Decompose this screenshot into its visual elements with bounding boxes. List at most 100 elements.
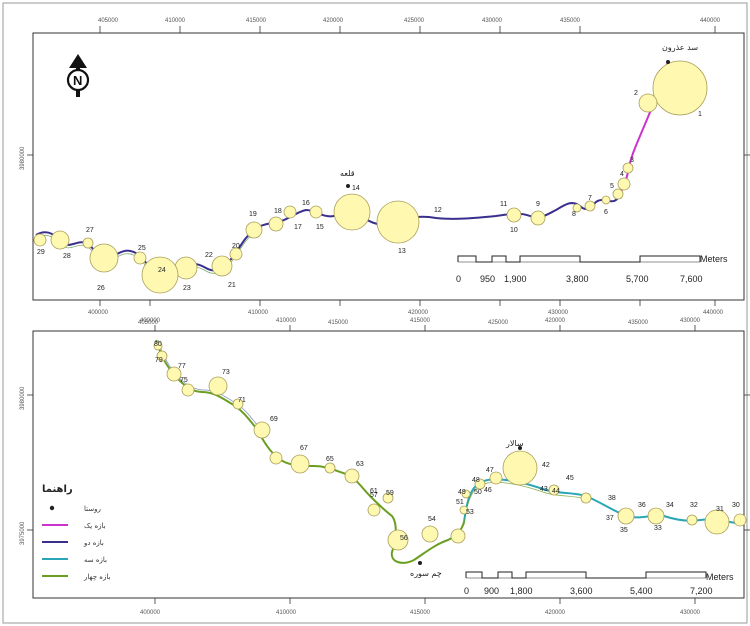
- legend-item-label: روستا: [84, 505, 101, 513]
- legend-item: بازه یک: [42, 522, 106, 530]
- map-circle: [617, 507, 635, 525]
- circle-label: 57: [370, 492, 378, 499]
- map-circle: [245, 221, 263, 239]
- map-circle: [638, 93, 658, 113]
- map-circle: [601, 195, 611, 205]
- scale-label: 1,900: [504, 274, 527, 284]
- circle-label: 42: [542, 462, 550, 469]
- scale-label: 3,600: [570, 586, 593, 596]
- tick-label: 430000: [548, 310, 569, 316]
- circle-label: 3: [630, 157, 634, 164]
- circle-label: 9: [536, 201, 540, 208]
- scale-unit: Meters: [706, 572, 734, 582]
- circle-label: 7: [588, 195, 592, 202]
- map-circle: [269, 451, 283, 465]
- map-circle: [156, 350, 168, 362]
- circle-label: 28: [63, 253, 71, 260]
- legend-item: بازه دو: [42, 539, 104, 547]
- scale-label: 3,800: [566, 274, 589, 284]
- tick-label: 3980000: [20, 146, 26, 170]
- map-circle: [459, 505, 469, 515]
- circle-label: 63: [356, 461, 364, 468]
- places-top: سد عذرون قلعه: [340, 43, 698, 188]
- scale-label: 950: [480, 274, 495, 284]
- legend-title: راهنما: [42, 484, 73, 495]
- north-arrow-icon: N: [66, 54, 90, 97]
- map-circle: [506, 207, 522, 223]
- map-circle: [367, 503, 381, 517]
- scale-label: 1,800: [510, 586, 533, 596]
- legend-item-label: بازه یک: [84, 522, 106, 530]
- circle-label: 8: [572, 211, 576, 218]
- circle-label: 61: [370, 488, 378, 495]
- legend-item-label: بازه سه: [84, 556, 107, 564]
- river-reach-two: [35, 197, 619, 274]
- circle-label: 5: [610, 183, 614, 190]
- circle-label: 23: [183, 285, 191, 292]
- tick-label: 435000: [628, 320, 649, 326]
- scale-label: 5,400: [630, 586, 653, 596]
- place-label: سد عذرون: [662, 43, 698, 52]
- map-circle: [344, 468, 360, 484]
- circle-label: 45: [566, 475, 574, 482]
- circle-label: 25: [138, 245, 146, 252]
- circle-label: 59: [386, 490, 394, 497]
- tick-label: 425000: [404, 18, 425, 24]
- map-circle: [232, 398, 244, 410]
- map-circle: [208, 376, 228, 396]
- circle-label: 54: [428, 516, 436, 523]
- tick-label: 400000: [140, 318, 161, 324]
- circle-label: 13: [398, 248, 406, 255]
- tick-label: 420000: [408, 310, 429, 316]
- map-circle: [622, 162, 634, 174]
- circle-label: 49: [458, 489, 466, 496]
- legend: راهنما روستا بازه یک بازه دو بازه سه باز…: [42, 484, 110, 581]
- circle-label: 14: [352, 185, 360, 192]
- top-panel-top-ticks: 405000 410000 415000 420000 425000 43000…: [98, 18, 721, 33]
- circle-label: 10: [510, 227, 518, 234]
- legend-item: بازه سه: [42, 556, 107, 564]
- circle-labels-top: 1 2 3 4 5 6 7 8 9 10 11 12 13 14 15 16 1…: [37, 90, 702, 292]
- tick-label: 420000: [545, 318, 566, 324]
- circle-label: 38: [608, 495, 616, 502]
- map-circle: [50, 230, 70, 250]
- place-label: سالار: [505, 439, 524, 448]
- tick-label: 405000: [138, 320, 159, 326]
- circle-label: 35: [620, 527, 628, 534]
- map-circle: [474, 478, 486, 490]
- circle-label: 29: [37, 249, 45, 256]
- circles-bottom: [153, 341, 747, 551]
- map-circle: [33, 233, 47, 247]
- circle-label: 37: [606, 515, 614, 522]
- circle-labels-bottom: 30 31 32 33 34 35 36 37 38 42 43 44 45 4…: [154, 341, 740, 542]
- tick-label: 430000: [680, 610, 701, 616]
- map-circle: [133, 251, 147, 265]
- map-circle: [733, 513, 747, 527]
- circle-label: 46: [484, 487, 492, 494]
- map-circle: [229, 247, 243, 261]
- legend-item: روستا: [49, 505, 101, 513]
- legend-item: بازه چهار: [42, 573, 110, 581]
- river-reach-four-shadow: [157, 339, 259, 427]
- bottom-panel-bottom-ticks: 400000 410000 415000 420000 430000: [140, 598, 701, 616]
- circle-label: 73: [222, 369, 230, 376]
- tick-label: 435000: [560, 18, 581, 24]
- scale-unit: Meters: [700, 254, 728, 264]
- tick-label: 400000: [88, 310, 109, 316]
- circle-label: 11: [500, 201, 507, 208]
- map-circle: [580, 492, 592, 504]
- circle-label: 56: [400, 535, 408, 542]
- map-circle: [572, 203, 582, 213]
- tick-label: 420000: [545, 610, 566, 616]
- tick-label: 420000: [323, 18, 344, 24]
- scale-label: 0: [456, 274, 461, 284]
- tick-label: 440000: [700, 18, 721, 24]
- village-marker: [418, 561, 422, 565]
- circle-label: 19: [249, 211, 257, 218]
- circle-label: 65: [326, 456, 334, 463]
- map-circle: [617, 177, 631, 191]
- tick-label: 410000: [165, 18, 186, 24]
- tick-label: 440000: [703, 310, 724, 316]
- tick-label: 415000: [246, 18, 267, 24]
- legend-item-label: بازه چهار: [83, 573, 110, 581]
